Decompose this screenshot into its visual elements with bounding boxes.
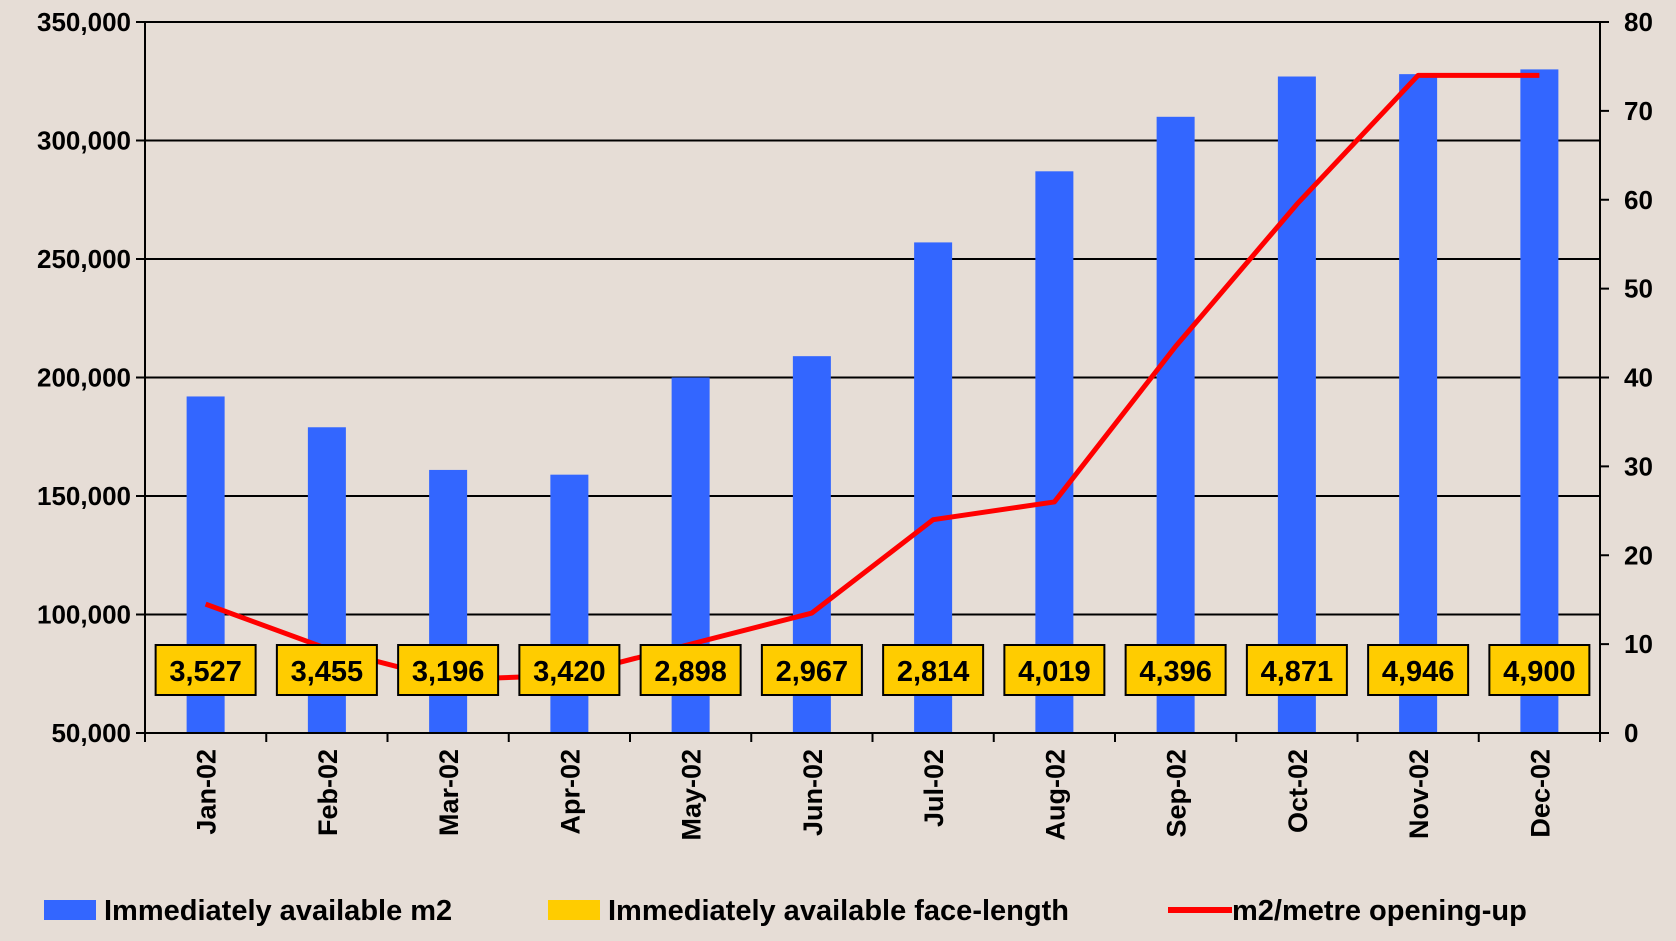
x-tick-label: Jan-02 [192,749,222,835]
face-length-label: 2,967 [776,656,849,688]
x-tick-label: Apr-02 [555,749,585,835]
face-length-label-box [397,644,500,696]
left-tick-label: 100,000 [37,600,131,630]
face-length-label-box [1367,644,1470,696]
legend-swatch [548,900,600,920]
face-length-label: 3,527 [169,656,242,688]
right-tick-label: 20 [1624,540,1653,570]
face-length-label-box [1488,644,1591,696]
face-length-label: 4,871 [1261,656,1334,688]
legend-label: m2/metre opening-up [1232,895,1527,927]
right-tick-label: 50 [1624,274,1653,304]
x-tick-label: Mar-02 [434,749,464,836]
bar [1156,116,1195,734]
face-length-label-box [154,644,257,696]
right-tick-label: 40 [1624,363,1653,393]
face-length-label-box [639,644,742,696]
face-length-label-box [760,644,863,696]
face-length-label-box [1245,644,1348,696]
face-length-label-box [275,644,378,696]
face-length-label: 3,455 [291,656,364,688]
legend-label: Immediately available face-length [608,895,1069,927]
bar [1035,171,1074,733]
face-length-label: 3,196 [412,656,485,688]
x-tick-label: Dec-02 [1525,749,1555,838]
right-tick-label: 10 [1624,629,1653,659]
right-tick-label: 80 [1624,7,1653,37]
face-length-label: 4,396 [1139,656,1212,688]
left-tick-label: 200,000 [37,363,131,393]
left-tick-label: 300,000 [37,126,131,156]
bar [1520,69,1559,733]
bar [1277,76,1316,733]
right-tick-label: 0 [1624,718,1638,748]
x-tick-label: Oct-02 [1283,749,1313,833]
bar [1399,74,1438,733]
face-length-label: 2,898 [654,656,727,688]
face-length-label: 4,946 [1382,656,1455,688]
face-length-label-box [1003,644,1106,696]
x-tick-label: Jun-02 [798,749,828,836]
face-length-label: 4,900 [1503,656,1576,688]
right-tick-label: 60 [1624,185,1653,215]
face-length-label-box [882,644,985,696]
left-tick-label: 350,000 [37,7,131,37]
face-length-label: 2,814 [897,656,970,688]
right-tick-label: 70 [1624,96,1653,126]
legend-swatch [44,900,96,920]
x-tick-label: May-02 [677,749,707,841]
x-tick-label: Nov-02 [1404,749,1434,839]
left-tick-label: 150,000 [37,481,131,511]
right-tick-label: 30 [1624,451,1653,481]
face-length-label: 3,420 [533,656,606,688]
face-length-label-box [1124,644,1227,696]
left-tick-label: 250,000 [37,244,131,274]
face-length-label: 4,019 [1018,656,1091,688]
left-tick-label: 50,000 [51,718,131,748]
x-tick-label: Jul-02 [919,749,949,827]
x-tick-label: Sep-02 [1162,749,1192,838]
face-length-label-box [518,644,621,696]
x-tick-label: Aug-02 [1040,749,1070,841]
legend-label: Immediately available m2 [104,895,452,927]
x-tick-label: Feb-02 [313,749,343,836]
